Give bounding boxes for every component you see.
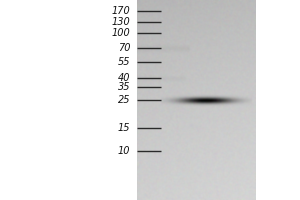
Text: 100: 100 [112,28,130,38]
Text: 15: 15 [118,123,130,133]
Text: 55: 55 [118,57,130,67]
Text: 170: 170 [112,6,130,16]
Text: 35: 35 [118,82,130,92]
Text: 40: 40 [118,73,130,83]
Text: 130: 130 [112,17,130,27]
Text: 70: 70 [118,43,130,53]
Text: 10: 10 [118,146,130,156]
Text: 25: 25 [118,95,130,105]
